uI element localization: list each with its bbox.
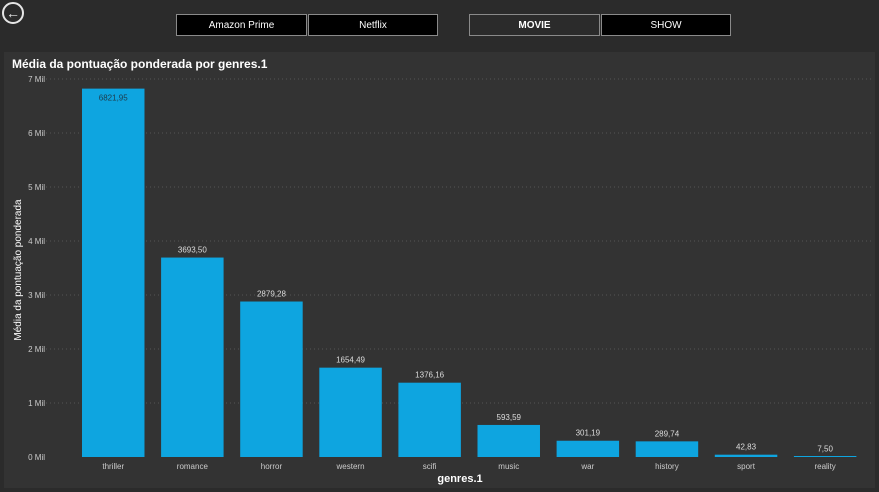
data-label: 1376,16 bbox=[415, 371, 444, 380]
x-tick-label: romance bbox=[177, 462, 209, 471]
y-tick-label: 5 Mil bbox=[28, 183, 45, 192]
y-tick-label: 7 Mil bbox=[28, 75, 45, 84]
tab-amazon-prime[interactable]: Amazon Prime bbox=[176, 14, 307, 36]
chart-panel: Média da pontuação ponderada por genres.… bbox=[4, 52, 875, 488]
y-tick-label: 2 Mil bbox=[28, 345, 45, 354]
y-tick-label: 3 Mil bbox=[28, 291, 45, 300]
y-tick-label: 6 Mil bbox=[28, 129, 45, 138]
x-tick-label: sport bbox=[737, 462, 756, 471]
data-label: 289,74 bbox=[655, 429, 680, 438]
y-axis-label: Média da pontuação ponderada bbox=[13, 199, 24, 341]
data-label: 7,50 bbox=[817, 445, 833, 454]
bar-history bbox=[635, 441, 699, 457]
bar-romance bbox=[161, 257, 224, 457]
x-tick-label: reality bbox=[814, 462, 835, 471]
bar-horror bbox=[240, 301, 303, 457]
y-tick-label: 4 Mil bbox=[28, 237, 45, 246]
x-tick-label: music bbox=[498, 462, 519, 471]
data-label: 42,83 bbox=[736, 443, 757, 452]
chart-title: Média da pontuação ponderada por genres.… bbox=[12, 57, 268, 71]
back-arrow-icon[interactable]: ← bbox=[2, 2, 24, 24]
data-label: 2879,28 bbox=[257, 290, 286, 299]
bar-war bbox=[556, 440, 620, 457]
x-tick-label: history bbox=[655, 462, 679, 471]
tab-movie[interactable]: MOVIE bbox=[469, 14, 600, 36]
x-tick-label: scifi bbox=[423, 462, 437, 471]
data-label: 6821,95 bbox=[99, 94, 128, 103]
bar-music bbox=[477, 424, 540, 457]
bar-thriller bbox=[82, 88, 145, 458]
bar-sport bbox=[714, 454, 778, 457]
data-label: 301,19 bbox=[576, 429, 601, 438]
y-tick-label: 0 Mil bbox=[28, 453, 45, 462]
bar-reality bbox=[793, 456, 857, 457]
x-tick-label: western bbox=[336, 462, 365, 471]
bar-chart: Média da pontuação ponderada genres.1 0 … bbox=[13, 75, 871, 485]
data-label: 1654,49 bbox=[336, 356, 365, 365]
x-tick-label: horror bbox=[261, 462, 283, 471]
data-label: 593,59 bbox=[497, 413, 522, 422]
x-axis-label: genres.1 bbox=[437, 473, 482, 485]
tab-netflix[interactable]: Netflix bbox=[308, 14, 438, 36]
x-tick-label: war bbox=[580, 462, 594, 471]
tab-show[interactable]: SHOW bbox=[601, 14, 731, 36]
data-label: 3693,50 bbox=[178, 246, 207, 255]
bar-scifi bbox=[398, 382, 461, 457]
x-tick-label: thriller bbox=[102, 462, 124, 471]
bar-western bbox=[319, 367, 382, 457]
y-tick-label: 1 Mil bbox=[28, 399, 45, 408]
